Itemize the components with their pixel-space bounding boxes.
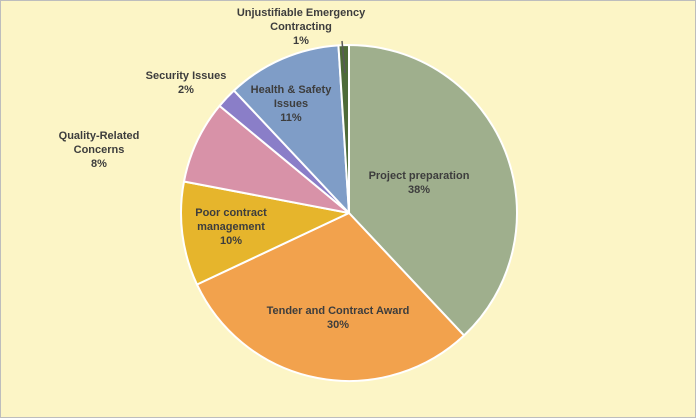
label-poor-contract-management: Poor contract management 10% [185, 206, 277, 248]
label-pct: 10% [219, 235, 243, 247]
label-health-safety-issues: Health & Safety Issues 11% [244, 83, 338, 125]
pie-slice-5 [233, 44, 350, 214]
label-quality-related-concerns: Quality-Related Concerns 8% [47, 129, 151, 171]
label-pct: 1% [293, 35, 309, 47]
label-unjustifiable-emergency-contracting: Unjustifiable Emergency Contracting 1% [226, 6, 376, 48]
label-text: Project preparation [368, 170, 470, 182]
label-text: Health & Safety Issues [250, 84, 332, 110]
label-text: Tender and Contract Award [266, 305, 410, 317]
label-pct: 8% [91, 158, 107, 170]
label-pct: 11% [280, 112, 302, 124]
label-tender-and-contract-award: Tender and Contract Award 30% [248, 304, 428, 332]
pie-slice-1 [195, 212, 465, 382]
label-text: Security Issues [145, 70, 227, 82]
label-project-preparation: Project preparation 38% [344, 169, 494, 197]
pie-slice-6 [337, 43, 350, 214]
label-pct: 30% [326, 319, 350, 331]
pie-slice-2 [180, 180, 350, 286]
label-pct: 38% [407, 184, 431, 196]
label-text: Unjustifiable Emergency Contracting [236, 7, 366, 33]
label-pct: 2% [178, 84, 194, 96]
pie-slice-0 [348, 44, 518, 337]
label-text: Poor contract management [195, 207, 267, 233]
pie-slices-group [180, 43, 518, 382]
label-text: Quality-Related Concerns [58, 130, 140, 156]
label-security-issues: Security Issues 2% [131, 69, 241, 97]
leader-line-unjustifiable [341, 40, 346, 74]
